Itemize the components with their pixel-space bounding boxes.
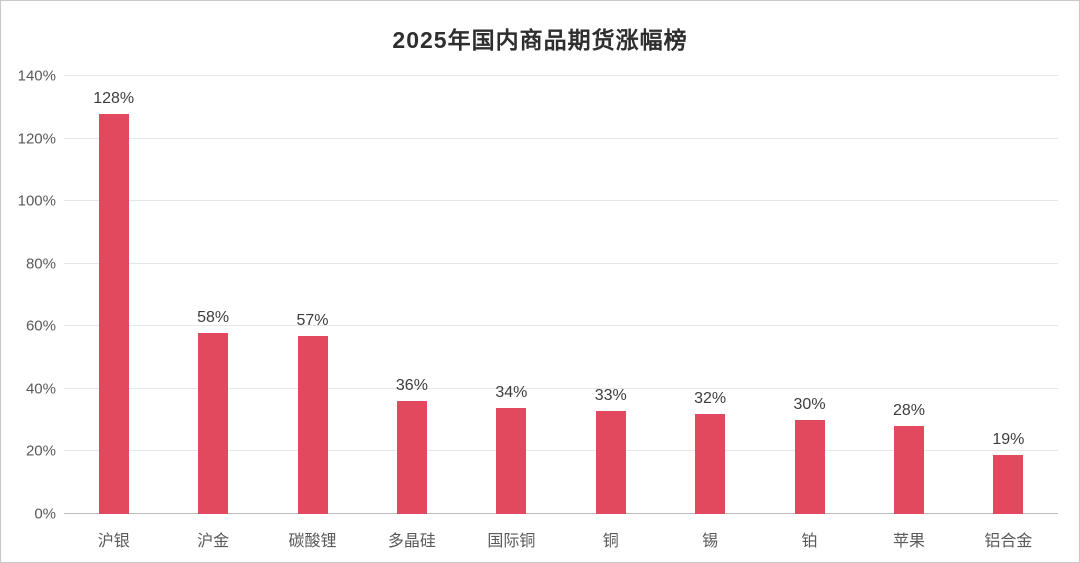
x-axis-category-label: 沪银 (97, 533, 130, 550)
gridline (64, 325, 1058, 327)
bar-value-label: 33% (594, 386, 627, 404)
bar (98, 113, 129, 514)
x-axis-category-label: 苹果 (892, 533, 925, 550)
bar (794, 420, 825, 514)
x-axis-category-label: 铂 (801, 533, 818, 550)
x-axis-category-label: 铜 (602, 533, 619, 550)
bar-slot: 34% (462, 76, 561, 514)
bar-slot: 32% (660, 76, 759, 514)
bar-slot: 28% (859, 76, 958, 514)
bar-series: 128% 58% 57% 36% 34% 33% 32% 30% 28% 19% (64, 76, 1058, 514)
chart-title: 2025年国内商品期货涨幅榜 (392, 27, 688, 53)
x-axis-category-label: 锡 (702, 533, 719, 550)
gridline (64, 450, 1058, 452)
gridline (64, 387, 1058, 389)
y-axis-tick-label: 120% (17, 130, 56, 148)
y-axis-tick-label: 60% (25, 317, 56, 335)
gridline (64, 200, 1058, 202)
y-axis-tick-label: 20% (25, 442, 56, 460)
bar-slot: 57% (263, 76, 362, 514)
bar-slot: 58% (163, 76, 262, 514)
bar-value-label: 36% (395, 377, 428, 395)
bar (297, 335, 328, 514)
x-axis-category-label: 国际铜 (487, 533, 536, 550)
y-axis-tick-label: 0% (34, 505, 56, 523)
bar-value-label: 57% (296, 311, 329, 329)
bar-value-label: 32% (694, 389, 727, 407)
gridline (64, 75, 1058, 76)
x-axis-category-label: 铝合金 (984, 533, 1033, 550)
plot-area: 128% 58% 57% 36% 34% 33% 32% 30% 28% 19% (64, 75, 1058, 514)
x-axis-category-label: 碳酸锂 (288, 533, 337, 550)
x-axis: 沪银 沪金 碳酸锂 多晶硅 国际铜 铜 锡 铂 苹果 铝合金 (64, 515, 1058, 551)
x-axis-line (64, 513, 1058, 514)
bar-slot: 36% (362, 76, 461, 514)
bar-value-label: 28% (892, 402, 925, 420)
bar-slot: 30% (760, 76, 859, 514)
bar-value-label: 58% (197, 308, 230, 326)
bar-value-label: 19% (992, 430, 1025, 448)
y-axis-tick-label: 100% (17, 192, 56, 210)
gridline (64, 262, 1058, 264)
bar-slot: 19% (959, 76, 1058, 514)
bar-value-label: 34% (495, 383, 528, 401)
bar-value-label: 30% (793, 396, 826, 414)
bar (595, 410, 626, 514)
y-axis-tick-label: 40% (25, 380, 56, 398)
y-axis-tick-label: 140% (17, 67, 56, 85)
x-axis-category-label: 沪金 (197, 533, 230, 550)
gridline (64, 137, 1058, 139)
y-axis-tick-label: 80% (25, 255, 56, 273)
bar-value-label: 128% (93, 89, 135, 107)
bar (496, 407, 527, 514)
bar (198, 332, 229, 514)
bar (396, 401, 427, 514)
y-axis: 0% 20% 40% 60% 80% 100% 120% 140% (1, 68, 56, 523)
x-axis-category-label: 多晶硅 (387, 533, 436, 550)
bar (893, 426, 924, 514)
bar (993, 454, 1024, 514)
bar-slot: 128% (64, 76, 163, 514)
bar (695, 413, 726, 514)
bar-slot: 33% (561, 76, 660, 514)
